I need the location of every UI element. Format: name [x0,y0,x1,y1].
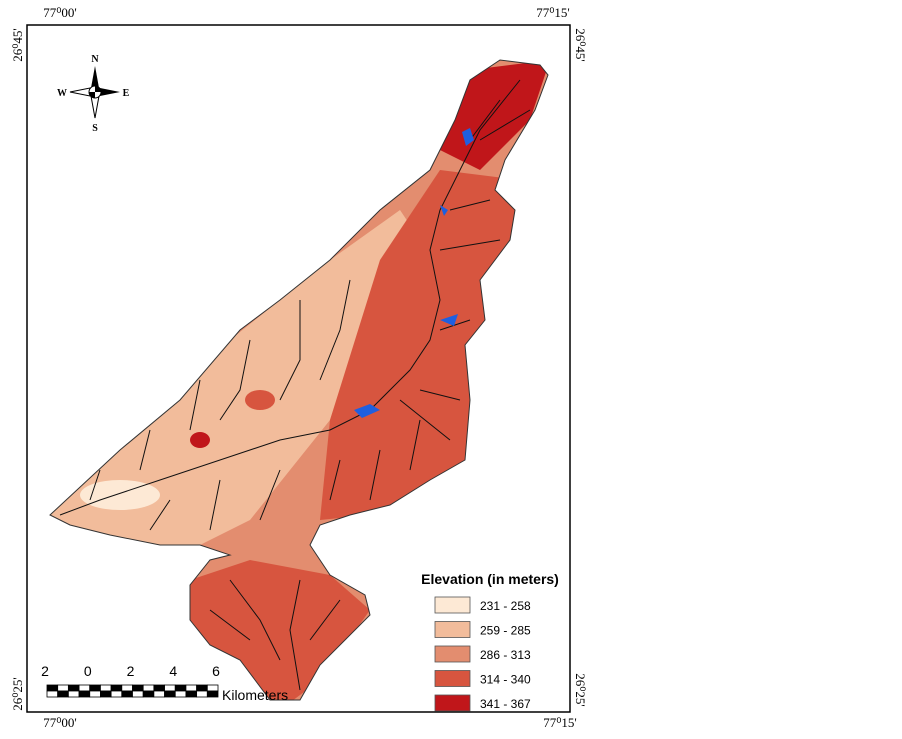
legend-swatch [434,694,471,712]
legend-swatch [434,670,471,687]
scale-segment [142,690,155,698]
scale-segment [196,684,208,692]
scale-segment [89,690,101,698]
legend-label: 231 - 258 [480,599,531,613]
scale-tick-label: 4 [169,663,177,679]
scale-segment [153,690,165,698]
coord-label: 26⁰45' [573,28,588,62]
scale-segment [46,690,59,698]
scale-segment [57,684,69,692]
coord-label: 77⁰15' [543,715,577,730]
scale-unit: Kilometers [222,687,288,703]
coord-label: 77⁰00' [43,5,77,20]
scale-segment [57,690,69,698]
scale-segment [89,684,101,692]
legend-label: 314 - 340 [480,673,531,687]
compass-w: W [57,88,67,99]
legend-swatch [434,596,471,614]
scale-segment [67,684,80,692]
scale-segment [142,684,155,692]
scale-segment [164,690,176,698]
legend-label: 259 - 285 [480,624,531,638]
scale-segment [174,684,187,692]
map-frame [26,24,571,713]
scale-segment [206,690,219,698]
scale-segment [121,690,133,698]
drainage [59,79,531,691]
compass-rose: N S W E [57,54,130,134]
scale-segment [67,690,80,698]
scale-segment [196,690,208,698]
scale-tick-label: 2 [127,663,135,679]
scale-tick-label: 0 [84,663,92,679]
coord-label: 26⁰25' [10,677,25,711]
compass-n: N [91,54,99,65]
scale-segment [153,684,165,692]
legend-label: 286 - 313 [480,648,531,662]
scale-segment [132,684,144,692]
coord-label: 77⁰15' [536,5,570,20]
scale-segment [121,684,133,692]
scale-segment [110,690,123,698]
scale-segment [110,684,123,692]
scale-segment [185,690,198,698]
scale-segment [78,690,91,698]
coord-label: 77⁰00' [43,715,77,730]
scale-segment [46,684,59,692]
boundary [49,59,549,701]
compass-s: S [92,123,98,134]
scale-tick-label: 6 [212,663,220,679]
legend-label: 341 - 367 [480,697,531,711]
scale-segment [206,684,219,692]
legend-swatch [434,645,471,663]
scale-segment [100,684,112,692]
scale-segment [164,684,176,692]
scale-segment [185,684,198,692]
legend-swatch [434,621,471,638]
scale-tick-label: 2 [41,663,49,679]
legend-title: Elevation (in meters) [421,571,559,587]
legend: Elevation (in meters) 231 - 258 259 - 285… [421,571,559,712]
scale-segment [132,690,144,698]
scale-bar: Kilometers 2 0 2 4 6 [41,663,288,703]
compass-e: E [123,88,130,99]
scale-segment [174,690,187,698]
coord-label: 26⁰45' [10,28,25,62]
scale-segment [78,684,91,692]
coord-label: 26⁰25' [573,673,588,707]
scale-segment [100,690,112,698]
